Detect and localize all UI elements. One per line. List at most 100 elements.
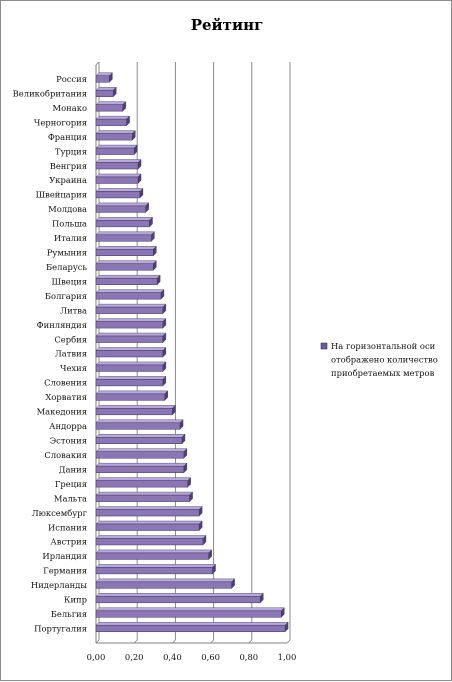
- bar-top-face: [95, 506, 203, 510]
- bar-top-face: [95, 130, 136, 134]
- category-label: Дания: [59, 464, 87, 474]
- category-label: Черногория: [34, 117, 87, 127]
- category-label: Эстония: [50, 436, 87, 446]
- bar: [95, 176, 139, 184]
- bar: [95, 249, 154, 257]
- bar: [95, 306, 164, 314]
- bar: [95, 596, 261, 604]
- category-label: Италия: [54, 233, 87, 243]
- category-label: Австрия: [50, 537, 87, 547]
- bar: [95, 263, 154, 271]
- bar-top-face: [95, 318, 167, 322]
- bar: [95, 422, 181, 430]
- category-label: Швеция: [52, 276, 87, 286]
- bar-top-face: [95, 217, 153, 221]
- bar: [95, 147, 135, 155]
- bar-top-face: [95, 434, 186, 438]
- bar-top-face: [95, 607, 285, 611]
- bar-top-face: [95, 564, 216, 568]
- bar: [95, 408, 173, 416]
- chart-title: Рейтинг: [191, 16, 264, 34]
- x-tick-label: 0,00: [87, 652, 106, 662]
- x-tick-labels: 0,00 0,20 0,40 0,60 0,80 1,00: [87, 652, 297, 662]
- category-label: Люксембург: [32, 508, 88, 518]
- bar: [95, 220, 150, 228]
- legend-line-3: приобретаемых метров: [331, 368, 435, 378]
- bar-top-face: [95, 347, 167, 351]
- category-label: Германия: [43, 566, 87, 576]
- category-label: Монако: [53, 103, 87, 113]
- bar-top-face: [95, 477, 192, 481]
- bar: [95, 89, 114, 97]
- bar-top-face: [95, 578, 236, 583]
- category-label: Андорра: [49, 421, 87, 431]
- legend: На горизонтальной оси отображено количес…: [320, 341, 441, 378]
- category-label: Молдова: [48, 204, 87, 214]
- category-label: Франция: [48, 132, 87, 142]
- category-labels: Россия Великобритания Монако Черногория Фран…: [13, 74, 88, 633]
- bar: [95, 523, 200, 531]
- bar: [95, 379, 164, 387]
- legend-text: На горизонтальной оси отображено количес…: [331, 341, 441, 378]
- bar-top-face: [95, 231, 155, 236]
- bar-top-face: [95, 260, 157, 264]
- bar-top-face: [95, 159, 142, 163]
- bar: [95, 552, 209, 560]
- category-label: Финляндия: [37, 320, 87, 330]
- bar-top-face: [95, 87, 117, 91]
- category-label: Словения: [44, 378, 87, 388]
- floor-line: [286, 639, 291, 644]
- bar: [95, 509, 200, 517]
- x-tick-label: 0,80: [239, 652, 258, 662]
- bar: [95, 538, 204, 546]
- bar-top-face: [95, 144, 138, 149]
- bar: [95, 494, 190, 502]
- bar: [95, 437, 183, 444]
- bar-top-face: [95, 376, 167, 380]
- category-label: Румыния: [47, 248, 87, 258]
- wall-edge: [95, 61, 100, 66]
- bar: [95, 465, 185, 473]
- bar-top-face: [95, 491, 194, 496]
- bar: [95, 277, 158, 285]
- category-label: Литва: [60, 305, 87, 315]
- bar-top-face: [95, 520, 203, 525]
- category-label: Нидерланды: [31, 580, 87, 590]
- bar-top-face: [95, 361, 167, 366]
- legend-line-1: На горизонтальной оси: [331, 341, 436, 351]
- bar-top-face: [95, 593, 264, 597]
- bar-top-face: [95, 303, 167, 308]
- bar: [95, 567, 213, 575]
- category-label: Чехия: [60, 363, 87, 373]
- x-tick-label: 0,20: [125, 652, 144, 662]
- category-label: Греция: [55, 479, 87, 489]
- bar-top-face: [95, 462, 188, 467]
- bars: [95, 72, 289, 633]
- bar-top-face: [95, 549, 213, 554]
- category-label: Испания: [48, 522, 87, 532]
- bar: [95, 104, 123, 112]
- bar: [95, 191, 141, 199]
- category-label: Словакия: [44, 450, 87, 460]
- category-label: Польша: [52, 219, 87, 229]
- category-label: Бельгия: [51, 609, 87, 619]
- x-tick-label: 1,00: [278, 652, 297, 662]
- x-tick-label: 0,40: [163, 652, 182, 662]
- legend-line-2: отображено количество: [331, 355, 438, 365]
- bar: [95, 480, 188, 488]
- category-label: Португалия: [34, 623, 87, 633]
- category-label: Венгрия: [50, 161, 87, 171]
- bar-top-face: [95, 246, 157, 250]
- bar: [95, 292, 162, 300]
- category-label: Россия: [56, 74, 87, 84]
- bar: [95, 335, 164, 343]
- category-label: Хорватия: [45, 392, 87, 402]
- category-label: Швейцария: [36, 190, 87, 200]
- category-label: Мальта: [54, 493, 87, 503]
- legend-swatch: [320, 342, 328, 350]
- bar-top-face: [95, 115, 131, 120]
- bar-top-face: [95, 101, 127, 105]
- bar: [95, 364, 164, 372]
- category-label: Болгария: [45, 291, 87, 301]
